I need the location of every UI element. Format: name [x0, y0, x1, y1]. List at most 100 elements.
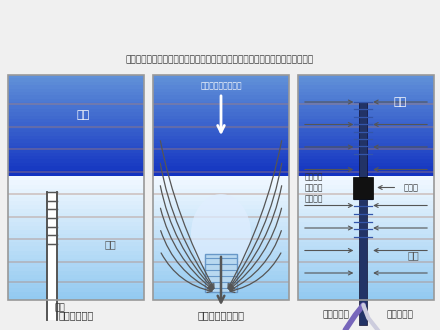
Bar — [298, 122, 434, 126]
Bar — [153, 214, 289, 217]
Ellipse shape — [191, 194, 251, 274]
Bar — [359, 102, 367, 325]
Bar — [298, 217, 434, 222]
Bar — [8, 263, 144, 267]
Bar — [8, 184, 144, 189]
Bar — [8, 189, 144, 193]
Bar — [153, 85, 289, 88]
Bar — [153, 166, 289, 170]
Bar — [153, 217, 289, 222]
Bar — [153, 292, 289, 296]
Bar — [298, 280, 434, 283]
Bar — [298, 139, 434, 143]
Bar — [153, 105, 289, 109]
Bar — [298, 242, 434, 247]
Bar — [8, 88, 144, 92]
Bar — [153, 193, 289, 195]
Bar — [153, 75, 289, 300]
Bar — [298, 181, 434, 184]
Bar — [153, 209, 289, 214]
Bar — [298, 146, 434, 149]
Text: 淡水: 淡水 — [408, 250, 419, 260]
Bar — [298, 234, 434, 238]
Bar — [298, 184, 434, 189]
Text: 圧力差を
無くし混
合を抑止: 圧力差を 無くし混 合を抑止 — [305, 172, 323, 203]
Bar — [8, 152, 144, 156]
Bar — [298, 82, 434, 85]
Bar — [298, 119, 434, 122]
Bar — [298, 163, 434, 166]
Bar — [298, 152, 434, 156]
Bar — [298, 275, 434, 280]
Text: 淡水の揚水: 淡水の揚水 — [387, 311, 414, 319]
Bar — [298, 214, 434, 217]
Bar — [153, 238, 289, 242]
Bar — [8, 271, 144, 275]
Bar — [8, 173, 144, 176]
Bar — [8, 250, 144, 255]
Bar — [153, 75, 289, 79]
Bar — [298, 201, 434, 205]
Bar — [8, 156, 144, 159]
Bar — [153, 79, 289, 82]
Bar — [8, 214, 144, 217]
Bar — [8, 143, 144, 146]
Bar — [153, 170, 289, 173]
Bar — [8, 146, 144, 149]
Bar — [153, 136, 289, 139]
Bar — [8, 95, 144, 99]
Bar — [8, 193, 144, 195]
Bar — [153, 146, 289, 149]
Bar — [298, 103, 434, 105]
Bar — [298, 79, 434, 82]
Bar — [298, 255, 434, 259]
Bar — [298, 238, 434, 240]
Bar — [298, 159, 434, 163]
Text: 塩水: 塩水 — [393, 97, 407, 107]
Bar — [8, 288, 144, 292]
Bar — [298, 95, 434, 99]
Bar — [298, 250, 434, 255]
Bar — [153, 82, 289, 85]
Bar — [298, 143, 434, 146]
Bar — [8, 103, 144, 105]
Bar — [153, 247, 289, 250]
Bar — [153, 152, 289, 156]
Bar — [153, 132, 289, 136]
Bar — [298, 149, 434, 152]
Bar — [8, 85, 144, 88]
Bar — [298, 126, 434, 128]
Bar — [298, 296, 434, 300]
Bar — [153, 143, 289, 146]
Bar — [298, 238, 434, 242]
Bar — [298, 171, 434, 173]
Bar — [153, 122, 289, 126]
Text: 揚水による塩水化: 揚水による塩水化 — [198, 310, 245, 320]
Bar — [298, 189, 434, 193]
Bar — [153, 129, 289, 132]
Bar — [8, 163, 144, 166]
Bar — [153, 184, 289, 189]
Bar — [153, 205, 289, 209]
Bar — [298, 166, 434, 170]
Bar — [153, 281, 289, 283]
Bar — [8, 112, 144, 115]
Bar — [8, 280, 144, 283]
Bar — [8, 126, 144, 129]
Bar — [298, 283, 434, 288]
Bar — [153, 102, 289, 105]
Bar — [153, 115, 289, 119]
Bar — [153, 259, 289, 263]
Bar — [153, 189, 289, 193]
Bar — [153, 126, 289, 129]
Bar — [8, 238, 144, 240]
Bar — [153, 193, 289, 197]
Bar — [8, 176, 144, 181]
Bar — [8, 259, 144, 263]
Bar — [205, 254, 237, 292]
Bar — [298, 176, 434, 181]
Bar — [298, 205, 434, 209]
Bar — [8, 242, 144, 247]
Bar — [8, 139, 144, 143]
Bar — [8, 148, 144, 150]
